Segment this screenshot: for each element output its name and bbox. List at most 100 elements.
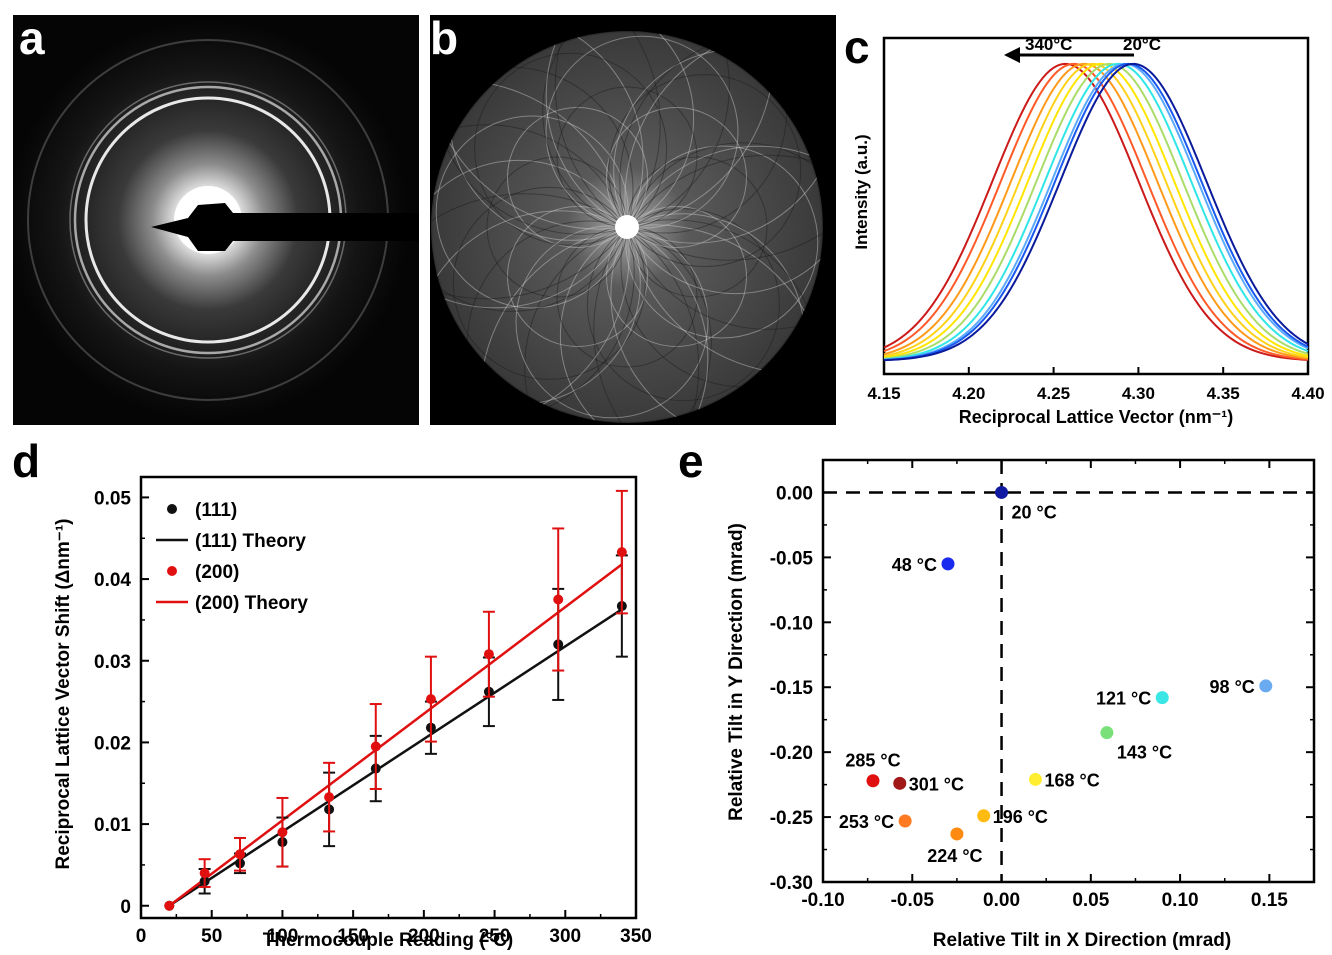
point-label: 20 °C — [1012, 502, 1057, 522]
d-ylabel: Reciprocal Lattice Vector Shift (Δnm⁻¹) — [53, 519, 74, 870]
tilt-point — [950, 827, 964, 841]
x-tick-label: 4.35 — [1207, 384, 1240, 403]
y-tick-label: 0.05 — [94, 488, 131, 509]
plot-frame — [821, 458, 1316, 884]
x-tick-label: 4.15 — [867, 384, 900, 403]
ring-pattern — [608, 74, 802, 268]
legend-label: (200) — [195, 562, 239, 583]
y-tick-label: -0.05 — [770, 548, 814, 569]
y-tick-label: -0.10 — [770, 613, 813, 634]
x-tick-label: -0.05 — [891, 890, 935, 911]
intensity-curve — [883, 62, 1309, 359]
data-point — [425, 694, 436, 705]
x-tick-label: 200 — [408, 926, 440, 947]
panel-label-d: d — [12, 435, 41, 487]
annotation-340c: 340°C — [1025, 35, 1072, 54]
y-tick-label: -0.20 — [770, 743, 813, 764]
point-label: 285 °C — [845, 751, 900, 771]
legend-label: (111) Theory — [195, 531, 306, 552]
y-tick-label: -0.30 — [770, 873, 813, 894]
point-label: 224 °C — [927, 846, 982, 866]
ring-pattern — [610, 145, 823, 423]
tilt-point — [941, 557, 955, 571]
point-label: 301 °C — [909, 774, 964, 794]
ring-pattern — [586, 208, 780, 402]
tilt-point — [995, 485, 1009, 499]
point-label: 196 °C — [993, 807, 1048, 827]
y-tick-label: 0 — [120, 897, 131, 918]
panel-b: b — [430, 15, 836, 425]
panel-e: -0.10 -0.05 0.00 0.05 0.10 0.15 0.00 -0.05 -0.10… — [670, 432, 1332, 951]
ring-pattern — [606, 107, 747, 248]
x-tick-label: -0.10 — [801, 890, 844, 911]
intensity-curve — [883, 62, 1309, 360]
point-label: 48 °C — [892, 555, 937, 575]
d-xlabel: Thermocouple Reading (°C) — [263, 930, 513, 950]
intensity-curve — [883, 62, 1309, 361]
tilt-scatter-chart: -0.10 -0.05 0.00 0.05 0.10 0.15 0.00 -0.05 -0.10… — [726, 458, 1316, 951]
ring-pattern — [431, 31, 661, 300]
legend-marker — [167, 504, 177, 514]
panel-a: a — [13, 15, 419, 425]
data-point — [235, 849, 245, 860]
data-point — [483, 649, 494, 660]
x-tick-label: 0 — [136, 926, 147, 947]
x-tick-label: 4.20 — [952, 384, 985, 403]
y-tick-label: 0.04 — [94, 570, 131, 591]
data-point — [199, 868, 210, 879]
e-ylabel: Relative Tilt in Y Direction (mrad) — [726, 523, 747, 821]
y-tick-label: 0.01 — [94, 815, 131, 836]
tilt-point — [1028, 772, 1042, 786]
legend-label: (111) — [195, 500, 237, 521]
theory-line — [168, 608, 623, 907]
data-point — [370, 741, 381, 752]
lattice-shift-chart: 0 50 100 150 200 250 300 350 0 0.01 0.02 0.03 0.04 0.… — [53, 475, 652, 951]
point-label: 121 °C — [1096, 689, 1151, 709]
panel-label-b: b — [430, 12, 459, 64]
x-tick-label: 4.30 — [1122, 384, 1155, 403]
ring-pattern — [452, 186, 646, 380]
ring-pattern — [545, 35, 739, 229]
y-tick-label: -0.25 — [770, 808, 814, 829]
ring-pattern — [507, 107, 648, 248]
tilt-point — [866, 774, 880, 788]
shift-arrow-head — [1004, 47, 1020, 63]
point-label: 253 °C — [839, 812, 894, 832]
ring-pattern — [474, 52, 668, 246]
ring-pattern — [431, 31, 644, 309]
ring-pattern — [515, 225, 709, 419]
intensity-curve — [883, 62, 1309, 361]
c-ylabel: Intensity (a.u.) — [852, 134, 871, 249]
legend-marker — [167, 566, 177, 576]
tilt-point — [898, 814, 912, 828]
x-tick-label: 100 — [267, 926, 299, 947]
x-tick-label: 0.05 — [1072, 890, 1109, 911]
diffraction-pattern-image — [13, 15, 419, 425]
x-tick-label: 0.15 — [1251, 890, 1288, 911]
intensity-curve — [883, 62, 1309, 359]
simulated-pattern-image — [430, 15, 836, 425]
x-tick-label: 50 — [201, 926, 222, 947]
data-point — [616, 547, 627, 558]
ring-pattern — [435, 115, 629, 309]
data-point — [277, 827, 288, 838]
x-tick-label: 300 — [549, 926, 581, 947]
tilt-point — [1100, 726, 1114, 740]
ring-pattern — [593, 154, 823, 423]
y-tick-label: 0.03 — [94, 652, 131, 673]
panel-label-c: c — [844, 21, 870, 73]
x-tick-label: 4.25 — [1037, 384, 1070, 403]
intensity-curve — [883, 62, 1309, 360]
point-label: 98 °C — [1210, 677, 1255, 697]
y-tick-label: 0.00 — [776, 483, 813, 504]
tilt-point — [1155, 691, 1169, 705]
data-point — [553, 594, 564, 605]
intensity-curve — [883, 62, 1309, 362]
tilt-point — [893, 776, 907, 790]
tilt-point — [1259, 679, 1273, 693]
ring-pattern — [554, 31, 823, 261]
panel-label-a: a — [19, 12, 45, 64]
point-label: 143 °C — [1117, 743, 1172, 763]
x-tick-label: 250 — [479, 926, 511, 947]
e-xlabel: Relative Tilt in X Direction (mrad) — [933, 930, 1231, 950]
